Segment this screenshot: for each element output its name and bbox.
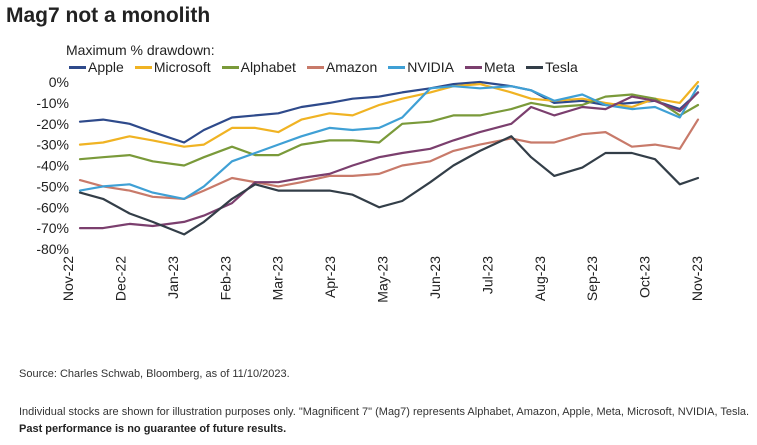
x-tick-label: Sep-23 [584,256,600,301]
legend-label: NVIDIA [407,59,454,75]
y-tick-label: -40% [36,158,69,174]
legend-swatch [388,65,406,69]
x-tick-label: Dec-22 [112,256,128,301]
legend-label: Tesla [545,59,578,75]
legend-item: NVIDIA [388,59,454,75]
x-tick-label: Nov-22 [60,256,76,301]
series-line-amazon [78,118,700,200]
series-line-alphabet [78,93,700,167]
legend-label: Meta [483,59,516,75]
x-tick-label: May-23 [375,256,391,303]
legend-item: Meta [464,59,516,75]
disclaimer-text: Individual stocks are shown for illustra… [19,406,750,418]
legend-label: Amazon [325,59,378,75]
y-tick-label: -80% [36,241,69,257]
x-tick-label: Nov-23 [689,256,705,301]
x-tick-label: Jul-23 [479,256,495,294]
legend-label: Alphabet [240,59,296,75]
series-line-meta [78,91,700,230]
legend-swatch [306,65,324,69]
y-tick-label: -50% [36,178,69,194]
legend-item: Tesla [526,59,578,75]
chart-title: Mag7 not a monolith [6,4,211,27]
legend-label: Apple [88,59,124,75]
x-tick-label: Jan-23 [165,256,181,299]
y-tick-label: 0% [49,74,69,90]
source-note: Source: Charles Schwab, Bloomberg, as of… [19,368,290,380]
legend-swatch [134,65,152,69]
y-tick-label: -10% [36,95,69,111]
series-line-microsoft [78,80,700,148]
series-line-tesla [78,135,700,236]
legend-swatch [464,65,482,69]
legend-label: Microsoft [153,59,211,75]
legend-swatch [221,65,239,69]
y-tick-label: -30% [36,137,69,153]
x-tick-label: Mar-23 [270,256,286,301]
x-tick-label: Feb-23 [217,256,233,301]
series-line-nvidia [78,85,700,200]
disclaimer-bold: Past performance is no guarantee of futu… [19,423,287,435]
legend-title: Maximum % drawdown: [66,42,215,58]
legend-swatch [526,65,544,69]
x-tick-label: Oct-23 [637,256,653,298]
legend-item: Alphabet [221,59,296,75]
disclaimer-note: Individual stocks are shown for illustra… [19,404,754,438]
legend-item: Amazon [306,59,378,75]
x-tick-label: Apr-23 [322,256,338,298]
x-tick-label: Jun-23 [427,256,443,299]
legend-item: Apple [69,59,124,75]
y-tick-label: -70% [36,220,69,236]
y-tick-label: -60% [36,199,69,215]
legend-item: Microsoft [134,59,211,75]
x-tick-label: Aug-23 [532,256,548,301]
legend-swatch [69,65,86,69]
y-tick-label: -20% [36,116,69,132]
chart-legend: Apple Microsoft Alphabet Amazon NVIDIA Meta Te… [69,59,589,75]
